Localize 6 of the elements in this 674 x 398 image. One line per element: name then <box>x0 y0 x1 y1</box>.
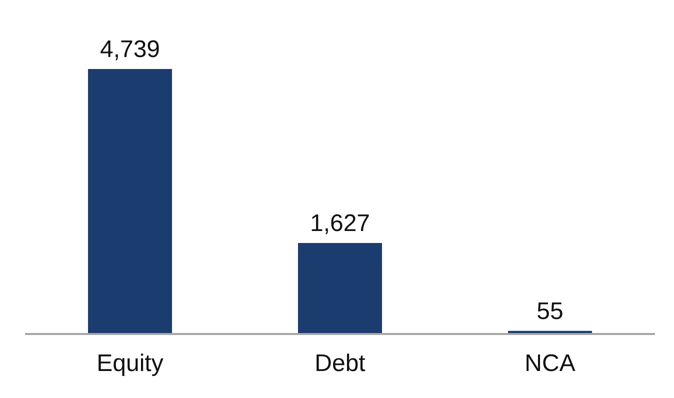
data-label: 55 <box>536 298 564 325</box>
data-label: 4,739 <box>100 36 160 63</box>
x-tick-label: NCA <box>524 350 576 378</box>
x-tick-label: Equity <box>96 350 164 378</box>
data-label: 1,627 <box>310 210 370 238</box>
x-tick-label: Debt <box>314 350 366 378</box>
